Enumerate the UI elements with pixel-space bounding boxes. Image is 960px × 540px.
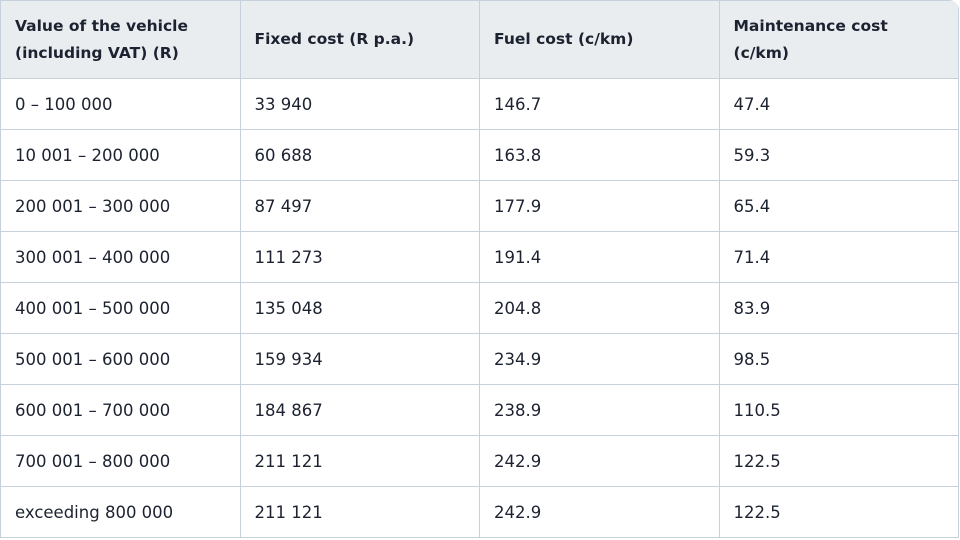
table-cell: 111 273 <box>239 231 480 283</box>
table-body: 0 – 100 000 33 940 146.7 47.4 10 001 – 200 0… <box>0 78 959 538</box>
table-cell: 163.8 <box>479 129 720 181</box>
table-cell: 242.9 <box>479 435 720 487</box>
table-cell: 211 121 <box>239 486 480 538</box>
table-cell: 238.9 <box>479 384 720 436</box>
header-cell: Value of the vehicle (including VAT) (R) <box>0 0 241 79</box>
header-text: Value of the vehicle (including VAT) (R) <box>15 16 188 62</box>
table-cell: 47.4 <box>718 78 959 130</box>
table-head: Value of the vehicle (including VAT) (R)… <box>0 0 959 79</box>
table-cell: 110.5 <box>718 384 959 436</box>
table-cell: 59.3 <box>718 129 959 181</box>
table-cell: 191.4 <box>479 231 720 283</box>
table-cell: 242.9 <box>479 486 720 538</box>
table-cell: 400 001 – 500 000 <box>0 282 241 334</box>
table-cell: 122.5 <box>718 435 959 487</box>
table-cell: 200 001 – 300 000 <box>0 180 241 232</box>
table-cell: 71.4 <box>718 231 959 283</box>
table-cell: 65.4 <box>718 180 959 232</box>
table-row: 0 – 100 000 33 940 146.7 47.4 <box>0 78 959 130</box>
header-text: Maintenance cost (c/km) <box>733 16 888 62</box>
table-cell: 600 001 – 700 000 <box>0 384 241 436</box>
table-cell: 177.9 <box>479 180 720 232</box>
table-cell: 33 940 <box>239 78 480 130</box>
table-row: 10 001 – 200 000 60 688 163.8 59.3 <box>0 129 959 181</box>
table-cell: 83.9 <box>718 282 959 334</box>
header-text: Fuel cost (c/km) <box>494 30 634 48</box>
table-cell: 87 497 <box>239 180 480 232</box>
table-cell: 500 001 – 600 000 <box>0 333 241 385</box>
table-cell: 0 – 100 000 <box>0 78 241 130</box>
table-row: 500 001 – 600 000 159 934 234.9 98.5 <box>0 333 959 385</box>
table-cell: 700 001 – 800 000 <box>0 435 241 487</box>
table-row: 400 001 – 500 000 135 048 204.8 83.9 <box>0 282 959 334</box>
header-cell: Fuel cost (c/km) <box>479 0 720 79</box>
table-cell: 146.7 <box>479 78 720 130</box>
table-row: exceeding 800 000 211 121 242.9 122.5 <box>0 486 959 538</box>
table-cell: 234.9 <box>479 333 720 385</box>
table-cell: exceeding 800 000 <box>0 486 241 538</box>
table-cell: 98.5 <box>718 333 959 385</box>
table-cell: 122.5 <box>718 486 959 538</box>
table-row: 700 001 – 800 000 211 121 242.9 122.5 <box>0 435 959 487</box>
table-row: 300 001 – 400 000 111 273 191.4 71.4 <box>0 231 959 283</box>
table-cell: 10 001 – 200 000 <box>0 129 241 181</box>
table-cell: 211 121 <box>239 435 480 487</box>
table-cell: 159 934 <box>239 333 480 385</box>
header-row: Value of the vehicle (including VAT) (R)… <box>0 0 959 79</box>
table-cell: 184 867 <box>239 384 480 436</box>
table-cell: 135 048 <box>239 282 480 334</box>
table-row: 600 001 – 700 000 184 867 238.9 110.5 <box>0 384 959 436</box>
table-cell: 300 001 – 400 000 <box>0 231 241 283</box>
header-cell: Maintenance cost (c/km) <box>718 0 959 79</box>
table-cell: 60 688 <box>239 129 480 181</box>
table-cell: 204.8 <box>479 282 720 334</box>
table-row: 200 001 – 300 000 87 497 177.9 65.4 <box>0 180 959 232</box>
header-text: Fixed cost (R p.a.) <box>254 30 415 48</box>
header-cell: Fixed cost (R p.a.) <box>239 0 480 79</box>
